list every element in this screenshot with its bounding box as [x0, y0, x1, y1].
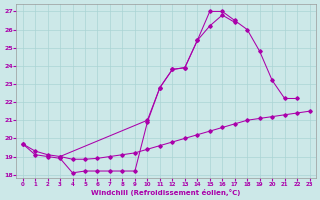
X-axis label: Windchill (Refroidissement éolien,°C): Windchill (Refroidissement éolien,°C): [92, 189, 241, 196]
